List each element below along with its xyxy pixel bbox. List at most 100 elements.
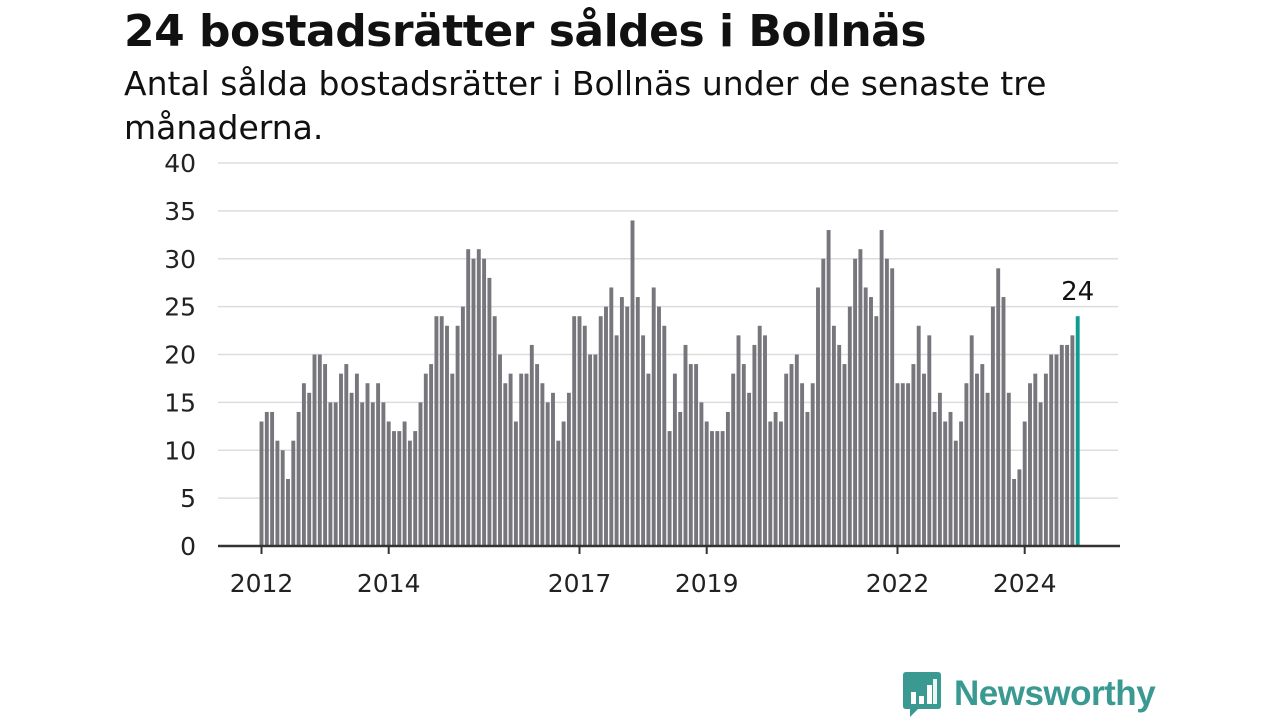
bar [434,316,439,546]
bar [609,287,614,546]
bar [392,431,396,546]
bar [736,335,741,546]
x-axis-ticks: 2012 2014 2017 2019 2022 2024 [230,546,1057,598]
bar [339,373,343,546]
bar [418,402,423,547]
bar [842,364,847,546]
bar [731,373,736,546]
bar [651,287,656,546]
bar [1038,402,1043,547]
bar [890,268,895,546]
bar [402,421,407,546]
bar [768,421,773,546]
bar [895,383,900,546]
bar [572,316,577,546]
y-tick-label: 35 [164,197,196,226]
bar [953,440,958,546]
bar [837,344,842,546]
bar [741,364,746,546]
bar [937,392,942,546]
bar [1022,421,1027,546]
bar [577,316,582,546]
bar [376,383,381,546]
bar [794,354,799,546]
bar [354,373,359,546]
bar [328,402,333,547]
bar [879,230,884,546]
bar [816,287,820,546]
bar [985,392,990,546]
y-tick-label: 0 [180,532,196,561]
bar [370,402,375,547]
bar [646,373,651,546]
bar [980,364,985,546]
bar [519,373,524,546]
bar [588,354,593,546]
bar [969,335,974,546]
bar [927,335,932,546]
bar [1065,344,1070,546]
bar [635,297,640,546]
bar [704,421,709,546]
bar [662,325,667,546]
bar [672,373,677,546]
bar [948,411,953,546]
bar [710,431,714,546]
bar [386,421,391,546]
bar [535,364,540,546]
brand-name: Newsworthy [954,674,1156,713]
bar [975,373,979,546]
bar [466,249,471,546]
bar [312,354,317,546]
y-tick-label: 20 [164,341,196,370]
bar [508,373,513,546]
bar [397,431,402,546]
bar [307,392,312,546]
bar [784,373,789,546]
x-tick-label: 2017 [548,569,612,598]
bar [1017,469,1022,546]
bar [323,364,328,546]
bar [996,268,1001,546]
bar [869,297,873,546]
bar [296,411,301,546]
bar [529,344,534,546]
bar [678,411,683,546]
bar [598,316,603,546]
bar [906,383,911,546]
bar [604,306,608,547]
bar [858,249,863,546]
bar [641,335,646,546]
bar [445,325,449,546]
bar [1043,373,1048,546]
highlight-bar [1075,316,1080,546]
bar [498,354,502,546]
bar [614,335,619,546]
bar [1001,297,1006,546]
x-tick-label: 2014 [357,569,421,598]
bar [344,364,349,546]
bar [450,373,455,546]
y-tick-label: 5 [180,484,196,513]
bar [725,411,730,546]
bar [492,316,497,546]
bar [911,364,916,546]
bar [916,325,921,546]
bar [752,344,757,546]
bar [943,421,948,546]
bar [763,335,767,546]
bar [1059,344,1064,546]
bar [291,440,296,546]
bar [301,383,306,546]
bar [439,316,444,546]
bar [593,354,598,546]
bar [561,421,566,546]
x-tick-label: 2012 [230,569,294,598]
bar [540,383,545,546]
bar [757,325,762,546]
bar [264,411,269,546]
bar [1054,354,1059,546]
y-axis-ticks: 0 5 10 15 20 25 30 35 40 [164,149,196,561]
bars [259,220,1080,547]
